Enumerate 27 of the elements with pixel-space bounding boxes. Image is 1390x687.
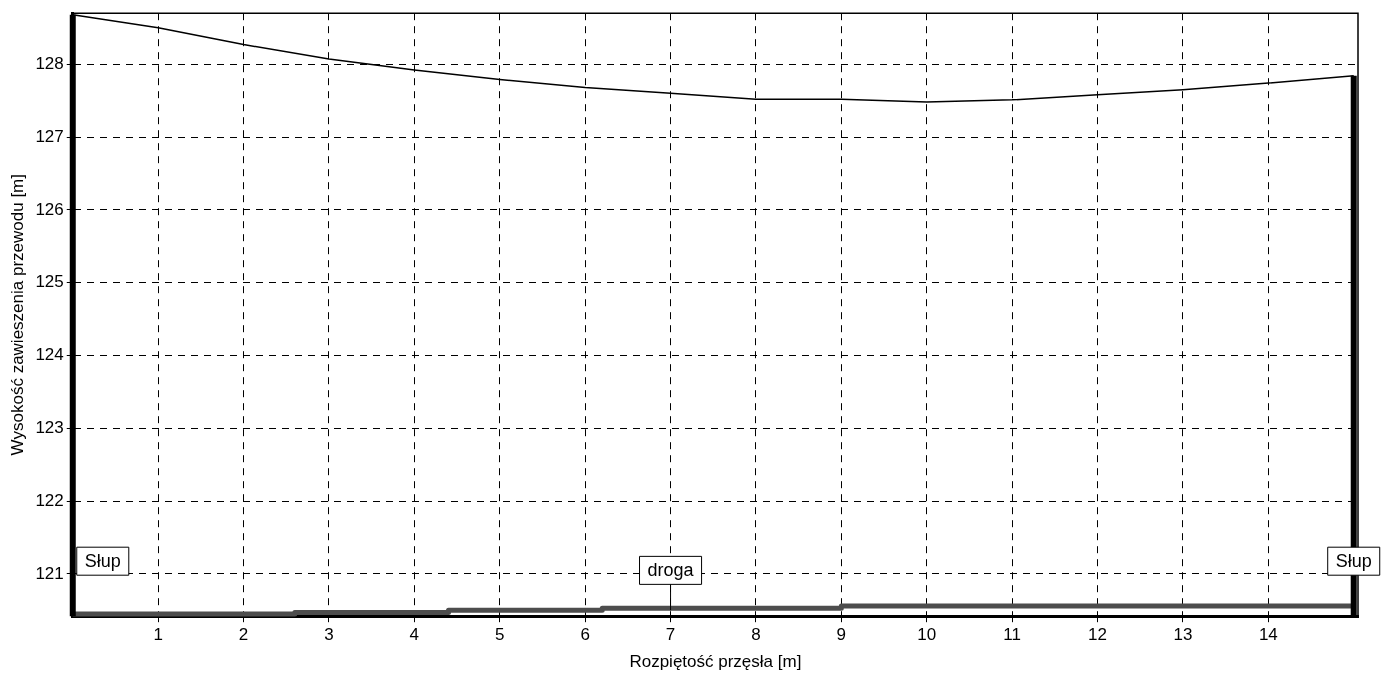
x-tick-label: 8: [751, 625, 761, 645]
x-tick-label: 4: [409, 625, 420, 645]
x-tick-label: 3: [324, 625, 334, 645]
annotation: droga: [647, 560, 695, 581]
y-tick-label: 125: [35, 272, 64, 292]
x-axis-title: Rozpiętość przęsła [m]: [629, 652, 802, 672]
x-tick-label: 5: [495, 625, 505, 645]
y-axis-title: Wysokość zawieszenia przewodu [m]: [7, 174, 27, 456]
y-tick-label: 126: [35, 199, 64, 219]
x-tick-label: 13: [1173, 625, 1193, 645]
ref-line-label: Słup: [1335, 551, 1372, 572]
y-tick-label: 127: [35, 126, 64, 146]
x-tick-label: 6: [580, 625, 590, 645]
y-tick-label: 122: [35, 490, 64, 510]
ref-line-label: Słup: [84, 551, 121, 572]
x-tick-label: 10: [917, 625, 937, 645]
x-tick-label: 7: [665, 625, 676, 645]
y-tick-label: 123: [35, 418, 64, 437]
y-tick-label: 128: [35, 53, 64, 73]
x-tick-label: 9: [836, 625, 847, 645]
x-tick-label: 12: [1088, 625, 1107, 645]
y-tick-label: 121: [35, 563, 64, 583]
x-tick-label: 1: [153, 625, 163, 645]
x-tick-label: 14: [1258, 625, 1278, 645]
y-tick-label: 124: [35, 345, 64, 365]
x-tick-label: 2: [238, 625, 249, 645]
x-tick-label: 11: [1003, 625, 1021, 645]
